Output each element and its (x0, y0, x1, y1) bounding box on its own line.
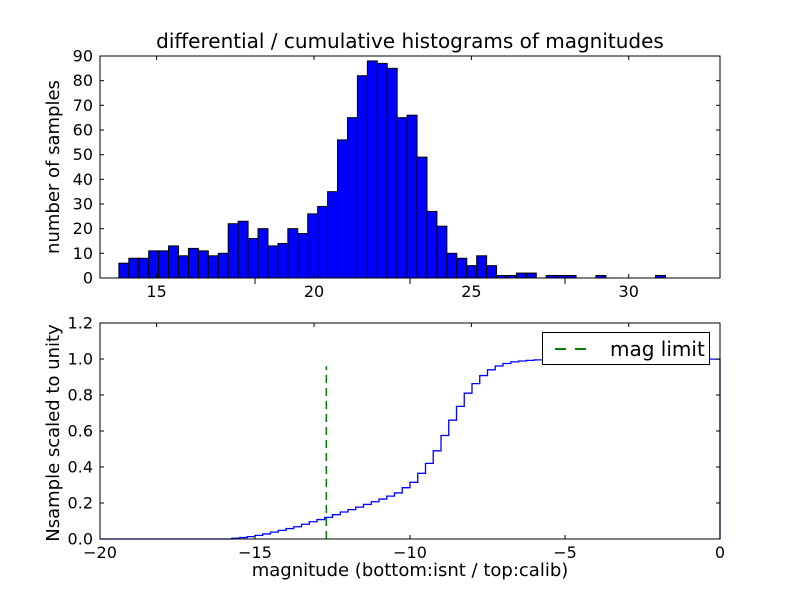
x-tick-label: −20 (83, 543, 117, 562)
y-tick-label: 0.0 (68, 530, 93, 549)
histogram-bar (396, 117, 408, 279)
x-tick-label: 25 (461, 282, 481, 301)
top-y-axis-label: number of samples (43, 80, 64, 254)
x-tick-label: 15 (146, 282, 166, 301)
histogram-bar (525, 272, 537, 279)
histogram-bar (327, 191, 339, 279)
x-tick-label: −10 (393, 543, 427, 562)
y-tick-label: 60 (73, 121, 93, 140)
histogram-bar (356, 75, 368, 279)
histogram-bar (376, 62, 388, 279)
histogram-bar (267, 245, 279, 279)
histogram-bar (307, 213, 319, 279)
legend-label: mag limit (610, 336, 705, 361)
mag-limit-dash-sample (555, 347, 595, 350)
histogram-bar (416, 156, 428, 279)
y-tick-label: 30 (73, 195, 93, 214)
y-tick-label: 70 (73, 96, 93, 115)
histogram-bar (406, 114, 418, 279)
cumulative-curve (100, 358, 721, 540)
y-tick-label: 10 (73, 244, 93, 263)
y-tick-label: 0.8 (68, 386, 93, 405)
histogram-bar (138, 257, 150, 279)
histogram-bar (436, 225, 448, 279)
y-tick-label: 90 (73, 47, 93, 66)
cumulative-histogram-plot: −20 −15 −10 −5 0 0.0 0.2 0.4 0.6 0.8 1.0 1.2 (68, 314, 726, 563)
histogram-bar (148, 250, 160, 279)
legend: mag limit (542, 332, 710, 365)
histogram-bar (247, 238, 259, 279)
histogram-bar (456, 257, 468, 279)
x-tick-label: 0 (715, 543, 725, 562)
histogram-bar (277, 242, 289, 279)
histogram-bar (237, 220, 249, 279)
histogram-bar (476, 255, 488, 279)
x-axis-label: magnitude (bottom:isnt / top:calib) (251, 560, 569, 581)
x-tick-label: −15 (238, 543, 272, 562)
histogram-bar (118, 262, 130, 279)
y-tick-label: 20 (73, 219, 93, 238)
histogram-bar (128, 257, 140, 279)
histogram-bar (386, 67, 398, 279)
histogram-bar (317, 205, 329, 279)
histogram-bar (178, 255, 189, 279)
figure-title: differential / cumulative histograms of … (156, 29, 664, 53)
histogram-bar (486, 265, 498, 279)
histogram-bar (197, 250, 209, 279)
y-tick-label: 0 (83, 269, 93, 288)
bottom-y-axis-label: Nsample scaled to unity (43, 324, 64, 542)
histogram-bar (287, 228, 299, 279)
histogram-bar (346, 117, 358, 279)
x-tick-label: 30 (619, 282, 639, 301)
histogram-bar (337, 139, 348, 279)
y-tick-label: 0.2 (68, 494, 93, 513)
histogram-bar (366, 60, 378, 279)
differential-histogram-plot: 15 20 25 30 0 10 20 30 40 50 60 70 80 90 (73, 47, 721, 301)
histogram-bar (187, 247, 199, 279)
histogram-bar (446, 252, 458, 279)
histogram-bar (227, 223, 239, 279)
y-tick-label: 50 (73, 145, 93, 164)
y-tick-label: 40 (73, 170, 93, 189)
y-tick-label: 1.0 (68, 350, 93, 369)
x-tick-label: 20 (304, 282, 324, 301)
histogram-bar (158, 250, 170, 279)
y-tick-label: 0.6 (68, 422, 93, 441)
x-tick-label: −5 (553, 543, 577, 562)
histogram-bar (515, 272, 527, 279)
histogram-bar (217, 252, 229, 279)
y-tick-label: 0.4 (68, 458, 93, 477)
y-tick-label: 80 (73, 71, 93, 90)
histogram-bar (257, 228, 269, 279)
histogram-bar (168, 245, 180, 279)
histogram-bar (426, 210, 438, 279)
y-tick-label: 1.2 (68, 314, 93, 333)
histogram-bar (207, 255, 219, 279)
histogram-bar (297, 233, 309, 279)
